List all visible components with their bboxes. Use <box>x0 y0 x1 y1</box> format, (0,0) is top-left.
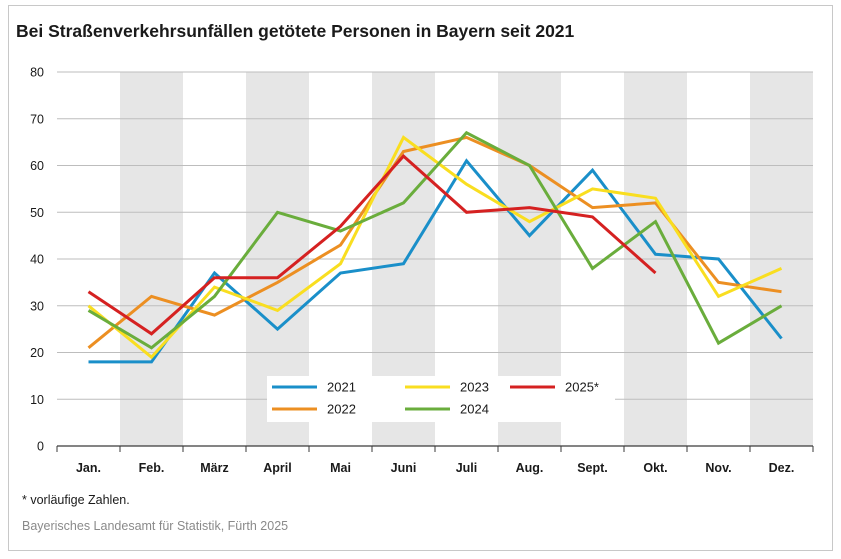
legend-label: 2022 <box>327 402 356 417</box>
x-tick-label: Okt. <box>643 461 667 475</box>
x-tick-label: März <box>200 461 228 475</box>
y-tick-label: 70 <box>30 112 44 126</box>
x-tick-label: Aug. <box>516 461 544 475</box>
legend-label: 2021 <box>327 380 356 395</box>
x-tick-label: Mai <box>330 461 351 475</box>
legend-label: 2023 <box>460 380 489 395</box>
series-line <box>87 153 657 336</box>
series-line <box>87 130 783 350</box>
y-tick-label: 0 <box>37 440 44 454</box>
y-tick-label: 30 <box>30 299 44 313</box>
x-tick-label: Jan. <box>76 461 101 475</box>
x-tick-label: Juni <box>391 461 417 475</box>
series-line <box>87 135 783 360</box>
y-tick-label: 10 <box>30 393 44 407</box>
footnote: * vorläufige Zahlen. <box>22 493 130 507</box>
source-note: Bayerisches Landesamt für Statistik, Für… <box>22 519 289 533</box>
x-tick-label: Feb. <box>139 461 165 475</box>
x-tick-label: Sept. <box>577 461 608 475</box>
y-tick-label: 60 <box>30 159 44 173</box>
chart-title: Bei Straßenverkehrsunfällen getötete Per… <box>16 21 575 41</box>
x-tick-label: Juli <box>456 461 478 475</box>
x-tick-label: Nov. <box>705 461 731 475</box>
y-tick-label: 80 <box>30 66 44 80</box>
legend-label: 2025* <box>565 380 599 395</box>
legend-label: 2024 <box>460 402 489 417</box>
y-tick-label: 40 <box>30 253 44 267</box>
legend-box <box>267 376 615 422</box>
y-tick-label: 20 <box>30 346 44 360</box>
x-tick-label: April <box>263 461 291 475</box>
y-tick-label: 50 <box>30 206 44 220</box>
x-tick-label: Dez. <box>769 461 795 475</box>
